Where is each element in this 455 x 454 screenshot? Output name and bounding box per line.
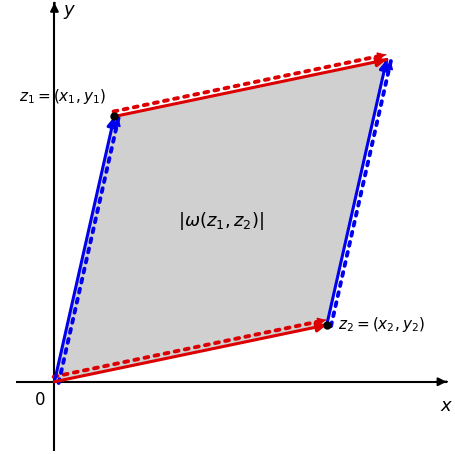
Text: $z_1 = (x_1, y_1)$: $z_1 = (x_1, y_1)$ [19,87,106,106]
Polygon shape [54,59,386,382]
Text: $0$: $0$ [34,392,46,409]
Text: $|\omega(z_1,z_2)|$: $|\omega(z_1,z_2)|$ [177,210,263,232]
Text: $y$: $y$ [63,3,76,21]
Text: $z_2 = (x_2, y_2)$: $z_2 = (x_2, y_2)$ [337,316,424,335]
Text: $x$: $x$ [439,397,452,415]
